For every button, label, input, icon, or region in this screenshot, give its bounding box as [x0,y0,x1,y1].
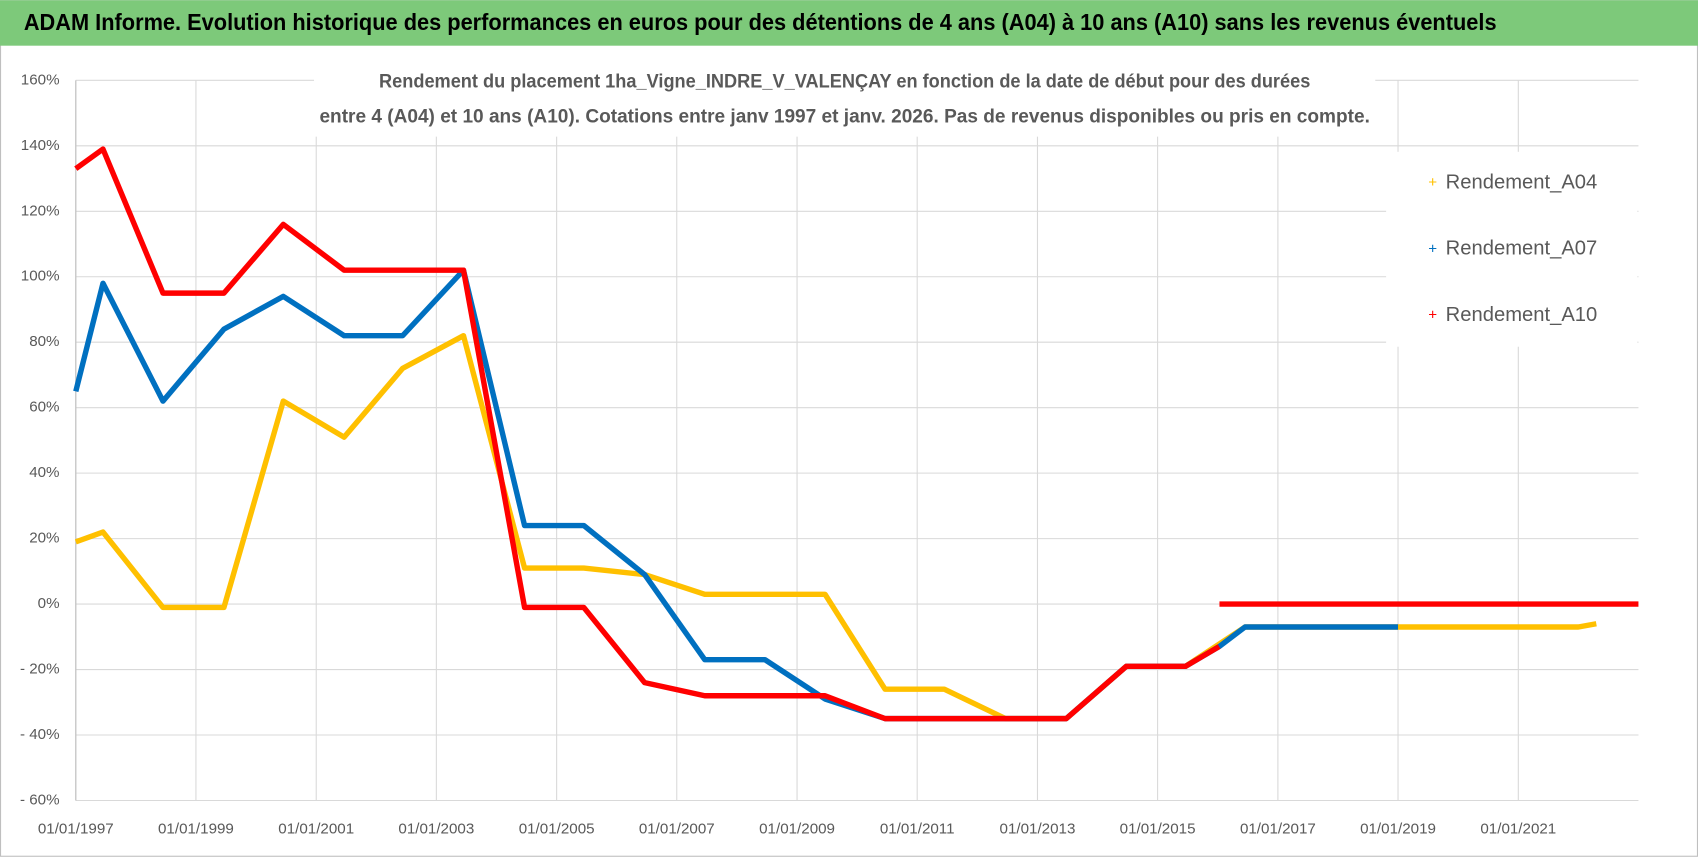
x-tick-label: 01/01/2017 [1240,821,1316,838]
chart-title: Rendement du placement 1ha_Vigne_INDRE_V… [379,71,1310,93]
legend-marker: + [1428,306,1437,323]
y-tick-label: 120% [21,202,60,219]
page-title: ADAM Informe. Evolution historique des p… [24,9,1497,35]
y-tick-label: - 40% [20,726,60,743]
x-tick-label: 01/01/2019 [1360,821,1436,838]
x-tick-label: 01/01/2007 [639,821,715,838]
legend-label: Rendement_A10 [1446,303,1598,326]
y-tick-label: 140% [21,137,60,154]
x-tick-label: 01/01/2001 [278,821,354,838]
series-line [74,146,1639,722]
legend [1386,151,1638,347]
x-tick-label: 01/01/1997 [38,821,114,838]
legend-marker: + [1428,174,1437,191]
y-tick-label: 60% [29,399,59,416]
header-band [0,0,1698,46]
plot-area: - 60% - 40% - 20% 0% 20% 40% 60% 80% 100% 120% 140… [20,71,1639,838]
legend-label: Rendement_A04 [1446,171,1598,194]
y-tick-label: 80% [29,333,59,350]
title-box [314,65,1376,137]
x-tick-label: 01/01/2009 [759,821,835,838]
y-tick-label: - 20% [20,661,60,678]
y-tick-label: 160% [21,71,60,88]
x-tick-label: 01/01/1999 [158,821,234,838]
legend-marker: + [1428,240,1437,257]
chart-title: entre 4 (A04) et 10 ans (A10). Cotations… [319,105,1369,127]
y-tick-label: 20% [29,530,59,547]
x-tick-label: 01/01/2015 [1120,821,1196,838]
x-tick-label: 01/01/2013 [1000,821,1076,838]
x-tick-label: 01/01/2003 [398,821,474,838]
x-tick-label: 01/01/2021 [1480,821,1556,838]
y-tick-label: 40% [29,464,59,481]
legend-items: + Rendement_A04 + Rendement_A07 + Rendement_A… [1428,171,1597,326]
y-tick-label: 100% [21,268,60,285]
y-tick-label: 0% [38,595,60,612]
x-tick-label: 01/01/2011 [880,821,955,838]
y-tick-label: - 60% [20,791,60,808]
x-tick-label: 01/01/2005 [519,821,595,838]
legend-label: Rendement_A07 [1446,237,1598,260]
